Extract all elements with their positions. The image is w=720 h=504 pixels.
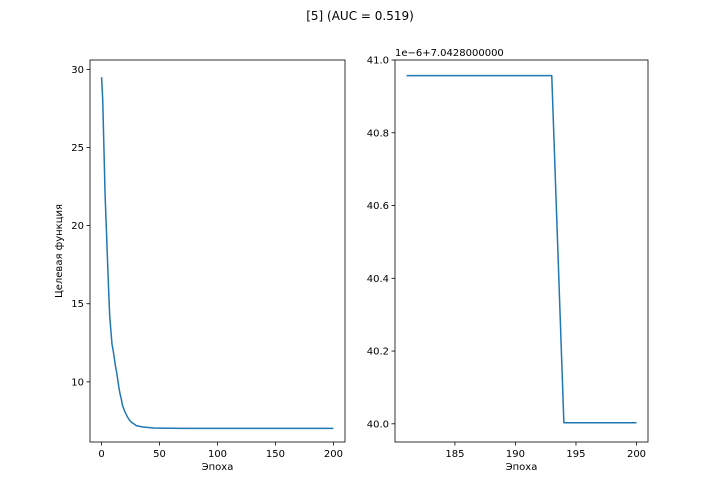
y-tick-label: 10 — [71, 377, 84, 388]
x-axis-label: Эпоха — [506, 462, 538, 473]
axes-frame — [394, 59, 649, 443]
x-tick-label: 185 — [445, 449, 464, 460]
axis-offset-text: 1e−6+7.0428000000 — [395, 48, 504, 59]
y-tick-label: 40.6 — [367, 201, 389, 212]
y-tick-label: 20 — [71, 221, 84, 232]
figure-title: [5] (AUC = 0.519) — [306, 9, 414, 23]
y-tick-label: 40.2 — [367, 347, 389, 358]
y-tick-label: 40.8 — [367, 128, 389, 139]
series-line-0 — [100, 77, 334, 430]
axes-frame — [89, 59, 346, 443]
y-axis-label: Целевая функция — [54, 204, 65, 298]
left-chart: 0 50 100 150 200 10 15 20 25 30 Эпоха Целевая функц… — [54, 59, 346, 473]
x-tick-label: 0 — [98, 449, 104, 460]
y-tick-label: 40.4 — [367, 274, 389, 285]
x-tick-label: 200 — [324, 449, 343, 460]
x-tick-label: 200 — [627, 449, 646, 460]
x-axis-label: Эпоха — [202, 462, 234, 473]
y-tick-label: 15 — [71, 299, 84, 310]
x-tick-label: 100 — [208, 449, 227, 460]
x-tick-label: 150 — [266, 449, 285, 460]
y-tick-label: 30 — [71, 65, 84, 76]
x-tick-label: 190 — [506, 449, 525, 460]
series-line-0 — [406, 74, 637, 424]
y-tick-label: 41.0 — [367, 56, 389, 67]
y-tick-label: 40.0 — [367, 419, 389, 430]
right-chart: 185 190 195 200 40.0 40.2 40.4 40.6 40.8 41.0 Эпох… — [367, 48, 649, 473]
y-tick-label: 25 — [71, 143, 84, 154]
x-tick-label: 195 — [566, 449, 585, 460]
x-tick-label: 50 — [153, 449, 166, 460]
